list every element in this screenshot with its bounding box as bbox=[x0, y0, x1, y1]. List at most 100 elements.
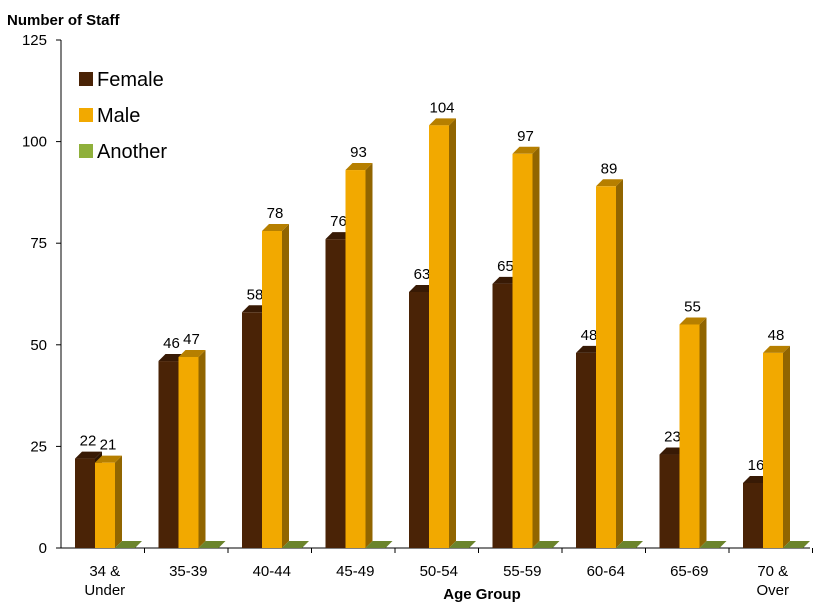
bar-another bbox=[198, 541, 226, 548]
legend-item-male: Male bbox=[79, 105, 140, 127]
data-label: 97 bbox=[517, 128, 534, 145]
bar-side bbox=[699, 317, 707, 548]
x-tick-label: 40-44 bbox=[253, 563, 291, 580]
data-label: 89 bbox=[601, 160, 618, 177]
bar-male: 97 bbox=[512, 128, 540, 549]
y-ticks: 0 25 50 75 100 125 bbox=[22, 32, 61, 557]
data-label: 21 bbox=[100, 437, 117, 454]
bar-front bbox=[75, 458, 95, 548]
x-tick-label: 50-54 bbox=[420, 563, 458, 580]
bar-top bbox=[345, 163, 373, 171]
bar-another bbox=[783, 541, 810, 548]
data-label: 46 bbox=[163, 335, 180, 352]
x-tick-label: 35-39 bbox=[169, 563, 207, 580]
data-label: 63 bbox=[414, 266, 431, 283]
data-label: 55 bbox=[684, 298, 701, 315]
bar-top bbox=[449, 541, 476, 548]
data-label: 22 bbox=[80, 433, 97, 450]
legend-label: Female bbox=[97, 69, 164, 91]
x-tick-label: 65-69 bbox=[670, 563, 708, 580]
x-tick-label: 60-64 bbox=[587, 563, 625, 580]
legend-label: Another bbox=[97, 141, 167, 163]
bar-top bbox=[699, 541, 727, 548]
bar-top bbox=[679, 317, 707, 325]
bar-top bbox=[178, 349, 206, 357]
bar-another bbox=[449, 541, 476, 548]
bar-side bbox=[783, 345, 790, 548]
bar-side bbox=[198, 349, 206, 548]
y-tick-label: 125 bbox=[22, 32, 47, 49]
x-ticks: 34 & Under 35-39 40-44 45-49 50-54 55-59 60-64 6… bbox=[84, 548, 813, 599]
bar-front bbox=[743, 482, 763, 548]
bar-front bbox=[512, 153, 533, 549]
bar-side bbox=[532, 146, 540, 549]
bar-male: 104 bbox=[429, 99, 456, 549]
data-label: 48 bbox=[581, 327, 598, 344]
bar-another bbox=[282, 541, 309, 548]
bar-another bbox=[699, 541, 727, 548]
bar-male: 55 bbox=[679, 298, 707, 548]
bar-front bbox=[262, 231, 282, 548]
bar-front bbox=[242, 312, 262, 548]
bar-top bbox=[512, 146, 540, 154]
legend-swatch bbox=[79, 144, 93, 158]
bar-top bbox=[783, 541, 810, 548]
legend-swatch bbox=[79, 108, 93, 122]
bar-another bbox=[365, 541, 393, 548]
y-tick-label: 50 bbox=[30, 337, 47, 354]
bar-male: 89 bbox=[596, 160, 623, 548]
bar-top bbox=[262, 224, 289, 232]
bar-side bbox=[449, 118, 456, 549]
bar-top bbox=[429, 118, 456, 126]
data-label: 78 bbox=[267, 205, 284, 222]
bar-another bbox=[616, 541, 643, 548]
bar-top bbox=[115, 541, 142, 548]
data-label: 47 bbox=[183, 331, 200, 348]
bar-front bbox=[325, 239, 346, 549]
data-label: 76 bbox=[330, 213, 347, 230]
y-tick-label: 100 bbox=[22, 134, 47, 151]
bar-top bbox=[282, 541, 309, 548]
y-tick-label: 75 bbox=[30, 235, 47, 252]
data-label: 48 bbox=[768, 327, 785, 344]
bar-front bbox=[763, 352, 783, 548]
bar-top bbox=[75, 451, 102, 459]
bar-front bbox=[178, 356, 199, 548]
y-axis-title: Number of Staff bbox=[7, 12, 121, 29]
bar-male: 78 bbox=[262, 205, 289, 548]
bar-male: 21 bbox=[95, 437, 122, 548]
bar-side bbox=[616, 179, 623, 548]
data-label: 23 bbox=[664, 429, 681, 446]
bar-front bbox=[158, 361, 179, 548]
legend-item-female: Female bbox=[79, 69, 164, 91]
bar-top bbox=[596, 179, 623, 187]
bar-top bbox=[365, 541, 393, 548]
x-tick-label: 70 & Over bbox=[756, 563, 789, 599]
bar-front bbox=[492, 283, 513, 548]
legend: Female Male Another bbox=[79, 69, 167, 163]
x-axis-title: Age Group bbox=[443, 586, 521, 603]
bar-male: 48 bbox=[763, 327, 790, 548]
bar-top bbox=[616, 541, 643, 548]
x-tick-label: 34 & Under bbox=[84, 563, 125, 599]
bar-front bbox=[345, 170, 366, 548]
data-label: 58 bbox=[247, 286, 264, 303]
data-label: 16 bbox=[748, 457, 765, 474]
bar-top bbox=[532, 541, 560, 548]
legend-swatch bbox=[79, 72, 93, 86]
bar-side bbox=[282, 224, 289, 548]
bar-male: 93 bbox=[345, 144, 373, 548]
bar-front bbox=[576, 352, 596, 548]
bar-side bbox=[115, 455, 122, 548]
bar-front bbox=[409, 291, 429, 548]
bar-front bbox=[596, 186, 616, 548]
bar-front bbox=[429, 125, 449, 549]
bar-front bbox=[659, 454, 680, 548]
bar-male: 47 bbox=[178, 331, 206, 548]
legend-label: Male bbox=[97, 105, 140, 127]
legend-item-another: Another bbox=[79, 141, 167, 163]
bar-another bbox=[115, 541, 142, 548]
bar-side bbox=[365, 163, 373, 548]
bar-front bbox=[679, 324, 700, 548]
